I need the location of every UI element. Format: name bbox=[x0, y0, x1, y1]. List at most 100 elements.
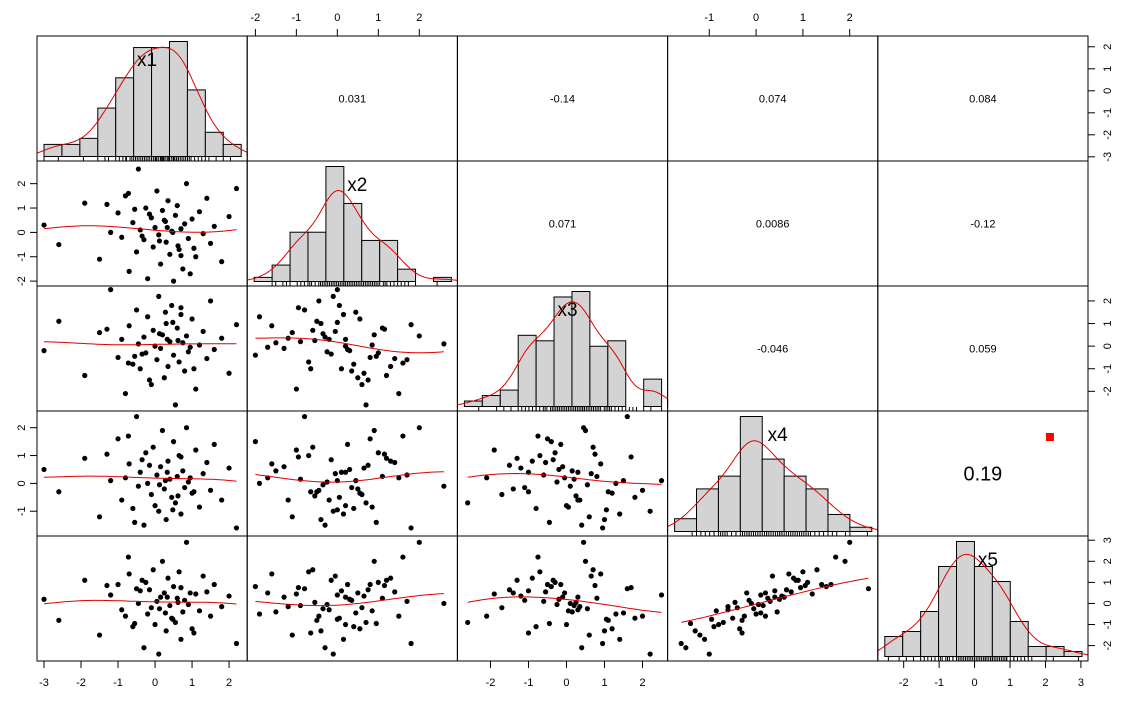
tick-label: -2 bbox=[486, 677, 496, 689]
density-curve bbox=[36, 46, 248, 156]
data-point bbox=[400, 554, 406, 560]
histogram-panel-x1: x1 bbox=[36, 35, 248, 162]
data-point bbox=[256, 314, 263, 320]
data-point bbox=[802, 582, 808, 589]
data-point bbox=[355, 375, 361, 381]
data-point bbox=[137, 588, 143, 594]
data-point bbox=[162, 309, 169, 315]
data-point bbox=[161, 590, 167, 596]
panel-border bbox=[246, 410, 458, 537]
data-point bbox=[491, 447, 497, 453]
histogram-bar bbox=[1045, 646, 1065, 657]
scatter-panel-x1-x2 bbox=[36, 160, 248, 287]
data-point bbox=[146, 211, 153, 217]
correlation-value: 0.031 bbox=[339, 93, 367, 105]
data-point bbox=[187, 475, 193, 481]
data-point bbox=[565, 608, 571, 614]
data-point bbox=[308, 489, 314, 495]
histogram-bar bbox=[849, 526, 873, 532]
data-point bbox=[819, 581, 825, 588]
data-point bbox=[164, 224, 170, 231]
data-point bbox=[135, 600, 141, 607]
data-point bbox=[506, 462, 513, 468]
data-point bbox=[226, 593, 232, 599]
data-point bbox=[193, 447, 199, 453]
histogram-bar bbox=[827, 513, 851, 532]
data-point bbox=[174, 473, 180, 480]
data-point bbox=[115, 581, 121, 588]
data-point bbox=[580, 539, 587, 545]
data-point bbox=[170, 319, 176, 325]
data-point bbox=[167, 476, 173, 482]
data-point bbox=[154, 357, 160, 363]
data-point bbox=[141, 334, 147, 340]
data-point bbox=[363, 619, 369, 626]
histogram-bar bbox=[805, 488, 829, 533]
data-point bbox=[359, 605, 365, 611]
data-point bbox=[293, 447, 299, 453]
data-point bbox=[556, 596, 562, 602]
data-point bbox=[320, 331, 326, 337]
data-point bbox=[316, 298, 322, 304]
variable-label: x2 bbox=[347, 175, 367, 196]
data-point bbox=[628, 585, 634, 591]
data-point bbox=[306, 359, 312, 365]
data-point bbox=[404, 357, 410, 363]
data-point bbox=[41, 596, 47, 602]
data-point bbox=[529, 458, 535, 464]
data-point bbox=[326, 607, 332, 613]
data-point bbox=[408, 525, 414, 531]
histogram-bar bbox=[499, 389, 519, 408]
data-point bbox=[561, 590, 568, 596]
data-point bbox=[330, 651, 336, 657]
data-point bbox=[550, 457, 556, 463]
data-point bbox=[758, 610, 764, 616]
data-point bbox=[56, 489, 62, 495]
data-point bbox=[150, 444, 156, 450]
data-point bbox=[320, 606, 326, 612]
data-point bbox=[295, 585, 302, 591]
data-point bbox=[178, 305, 184, 311]
histogram-bar bbox=[463, 400, 483, 407]
data-point bbox=[353, 309, 359, 315]
data-point bbox=[159, 427, 166, 434]
data-point bbox=[613, 611, 619, 617]
data-point bbox=[126, 571, 132, 577]
data-point bbox=[396, 613, 402, 619]
data-point bbox=[285, 604, 291, 610]
data-point bbox=[207, 613, 214, 619]
data-point bbox=[178, 454, 184, 460]
data-point bbox=[132, 519, 138, 525]
histogram-bar bbox=[902, 631, 922, 657]
data-point bbox=[167, 602, 173, 609]
data-point bbox=[56, 241, 62, 248]
tick-label: 2 bbox=[226, 677, 232, 689]
data-point bbox=[336, 302, 342, 309]
data-point bbox=[139, 457, 145, 463]
data-point bbox=[330, 293, 336, 299]
data-point bbox=[281, 594, 287, 600]
data-point bbox=[565, 504, 571, 510]
data-point bbox=[342, 594, 349, 600]
data-point bbox=[353, 610, 359, 616]
smooth-line bbox=[681, 577, 869, 623]
data-point bbox=[647, 508, 653, 514]
data-point bbox=[156, 651, 162, 657]
data-point bbox=[379, 595, 386, 601]
data-point bbox=[344, 581, 351, 588]
data-point bbox=[211, 346, 217, 353]
data-point bbox=[139, 233, 145, 239]
data-point bbox=[324, 601, 330, 608]
histogram-bar bbox=[222, 143, 242, 157]
data-point bbox=[185, 479, 191, 485]
scatter-panel-x3-x4 bbox=[456, 410, 669, 537]
tick-label: -1 bbox=[291, 12, 301, 24]
tick-label: 0 bbox=[334, 12, 340, 24]
data-point bbox=[82, 455, 88, 461]
data-point bbox=[308, 630, 314, 636]
data-point bbox=[326, 497, 332, 503]
data-point bbox=[137, 469, 143, 475]
data-point bbox=[193, 254, 199, 260]
histogram-panel-x4: x4 bbox=[667, 410, 879, 537]
data-point bbox=[82, 200, 88, 206]
